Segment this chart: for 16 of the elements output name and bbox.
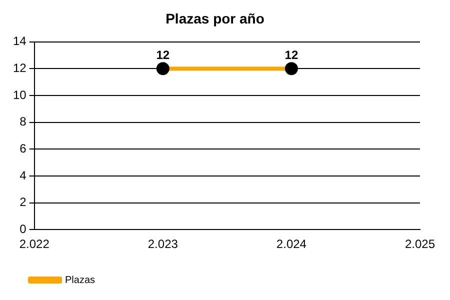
y-tick-label: 14 (12, 34, 27, 48)
y-tick-label: 0 (20, 222, 27, 236)
y-tick-label: 2 (20, 195, 27, 210)
data-label: 12 (156, 48, 170, 62)
y-tick-label: 8 (20, 114, 27, 129)
x-tick-label: 2.024 (276, 237, 307, 252)
x-tick-label: 2.025 (404, 237, 436, 252)
y-tick-label: 4 (20, 168, 27, 182)
legend-label: Plazas (65, 274, 96, 286)
chart-title: Plazas por año (166, 10, 264, 26)
y-tick-label: 10 (12, 88, 27, 102)
x-tick-label: 2.022 (19, 237, 50, 252)
y-tick-label: 6 (20, 141, 27, 156)
x-tick-label: 2.023 (148, 237, 178, 252)
y-tick-label: 12 (12, 60, 27, 75)
data-label: 12 (284, 48, 298, 62)
